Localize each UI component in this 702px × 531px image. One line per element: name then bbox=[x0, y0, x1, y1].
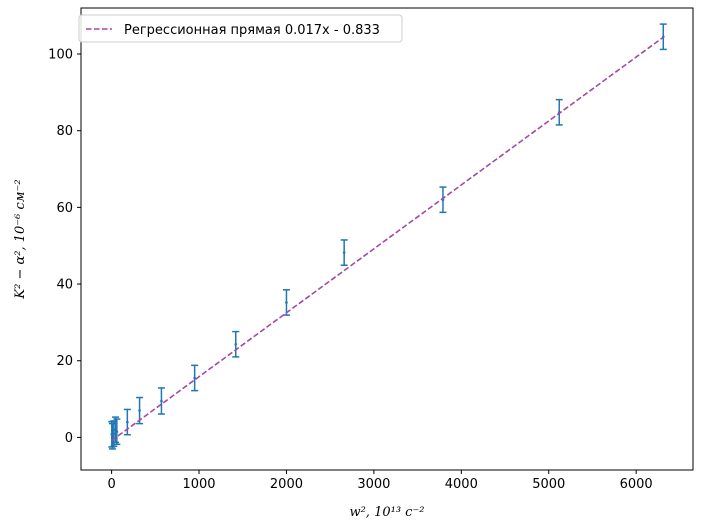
data-point bbox=[285, 301, 288, 304]
data-point bbox=[160, 399, 163, 403]
y-tick-label: 0 bbox=[65, 431, 73, 446]
x-tick-label: 2000 bbox=[270, 477, 303, 492]
error-bar-point bbox=[232, 330, 240, 358]
x-tick-label: 6000 bbox=[620, 477, 653, 492]
data-point bbox=[342, 251, 346, 254]
x-axis-label: w², 10¹³ с⁻² bbox=[349, 505, 424, 520]
y-axis-label: K² − α², 10⁻⁶ см⁻² bbox=[13, 179, 28, 299]
data-point bbox=[138, 409, 141, 412]
x-axis-ticks: 0 1000 2000 3000 4000 5000 6000 bbox=[107, 470, 653, 492]
regression-line bbox=[111, 36, 664, 442]
data-point bbox=[112, 432, 116, 435]
legend-entry-regression: Регрессионная прямая 0.017x - 0.833 bbox=[124, 23, 380, 38]
error-bars-group bbox=[108, 23, 667, 450]
data-point bbox=[126, 420, 129, 424]
error-bar-point bbox=[439, 186, 447, 214]
x-tick-label: 4000 bbox=[445, 477, 478, 492]
x-tick-label: 0 bbox=[107, 477, 115, 492]
y-tick-label: 60 bbox=[56, 201, 73, 216]
error-bar-point bbox=[113, 418, 121, 446]
error-bar-point bbox=[123, 408, 131, 436]
error-bar-point bbox=[157, 387, 165, 415]
y-tick-label: 40 bbox=[56, 278, 73, 293]
error-bar-point bbox=[659, 23, 667, 51]
y-tick-label: 80 bbox=[56, 124, 73, 139]
y-tick-label: 100 bbox=[48, 48, 73, 63]
x-tick-label: 5000 bbox=[532, 477, 565, 492]
data-point bbox=[234, 342, 238, 346]
legend-box bbox=[78, 14, 403, 43]
x-tick-label: 3000 bbox=[357, 477, 390, 492]
y-tick-label: 20 bbox=[56, 354, 73, 369]
y-axis-ticks: 0 20 40 60 80 100 bbox=[48, 48, 81, 446]
legend: Регрессионная прямая 0.017x - 0.833 bbox=[78, 14, 403, 43]
plot-frame bbox=[80, 7, 694, 471]
x-tick-label: 1000 bbox=[182, 477, 215, 492]
error-bar-point bbox=[191, 364, 199, 392]
error-bar-point bbox=[340, 239, 348, 267]
data-point bbox=[115, 430, 119, 433]
